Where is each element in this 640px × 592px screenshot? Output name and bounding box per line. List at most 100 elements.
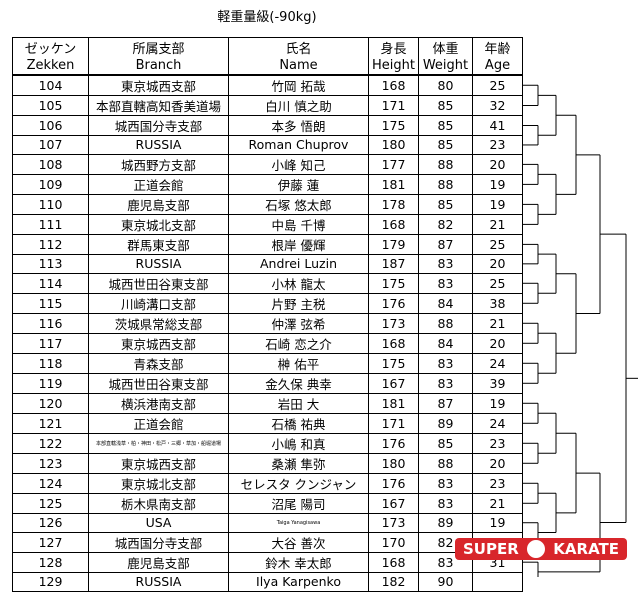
table-cell: Roman Chuprov bbox=[228, 135, 369, 155]
table-cell: USA bbox=[88, 512, 229, 533]
table-cell: 正道会館 bbox=[88, 412, 229, 434]
table-cell: 84 bbox=[418, 332, 473, 354]
table-cell: セレスタ クンジャン bbox=[228, 472, 369, 494]
table-cell: 167 bbox=[368, 492, 419, 514]
table-cell: 19 bbox=[472, 173, 523, 195]
table-cell: 城西野方支部 bbox=[88, 153, 229, 175]
table-cell: 小峰 知己 bbox=[228, 153, 369, 175]
table-cell: 122 bbox=[12, 432, 89, 454]
table-cell: 20 bbox=[472, 153, 523, 175]
column-header: 氏名 bbox=[228, 37, 369, 57]
table-cell: 川崎溝口支部 bbox=[88, 292, 229, 314]
table-cell: 23 bbox=[472, 432, 523, 454]
column-header: Age bbox=[472, 57, 523, 76]
table-cell: 89 bbox=[418, 512, 473, 533]
table-cell: 171 bbox=[368, 412, 419, 434]
table-cell: 本部直轄浅草・柏・神田・松戸・三郷・草加・船堀道場 bbox=[88, 432, 229, 454]
table-cell: 176 bbox=[368, 432, 419, 454]
table-cell: Andrei Luzin bbox=[228, 253, 369, 274]
watermark-text: SUPER bbox=[463, 540, 519, 558]
table-cell: 20 bbox=[472, 253, 523, 274]
table-row: 126 USA Taiga Yanagisawa 173 89 19 bbox=[12, 512, 523, 533]
table-row: 118 青森支部榊 佑平 175 83 24 bbox=[12, 352, 523, 374]
table-cell: 20 bbox=[472, 332, 523, 354]
table-cell: 167 bbox=[368, 372, 419, 394]
table-cell: 117 bbox=[12, 332, 89, 354]
table-cell: 128 bbox=[12, 551, 89, 573]
table-cell: 109 bbox=[12, 173, 89, 195]
table-row: 108 城西野方支部 小峰 知己 177 88 20 bbox=[12, 153, 523, 175]
table-cell: 82 bbox=[418, 213, 473, 235]
table-cell: 181 bbox=[368, 392, 419, 414]
table-cell: 120 bbox=[12, 392, 89, 414]
table-cell: 横浜港南支部 bbox=[88, 392, 229, 414]
table-row: 109 正道会館 伊藤 蓮 181 88 19 bbox=[12, 173, 523, 195]
table-cell: 城西世田谷東支部 bbox=[88, 372, 229, 394]
table-row: 110 鹿児島支部 石塚 悠太郎 178 85 19 bbox=[12, 193, 523, 215]
table-cell: 87 bbox=[418, 233, 473, 255]
table-cell: 24 bbox=[472, 412, 523, 434]
table-cell: 39 bbox=[472, 372, 523, 394]
table-cell: 121 bbox=[12, 412, 89, 434]
table-row: 115 川崎溝口支部 片野 主税 176 84 38 bbox=[12, 292, 523, 314]
table-cell: 115 bbox=[12, 292, 89, 314]
table-cell: 24 bbox=[472, 352, 523, 374]
table-row: 125 栃木県南支部 沼尾 陽司 167 83 21 bbox=[12, 492, 523, 514]
table-cell: 19 bbox=[472, 392, 523, 414]
table-cell: 青森支部 bbox=[88, 352, 229, 374]
table-cell: 182 bbox=[368, 571, 419, 592]
table-cell: 168 bbox=[368, 551, 419, 573]
table-cell: 21 bbox=[472, 312, 523, 334]
table-cell: 177 bbox=[368, 153, 419, 175]
table-row: 120 横浜港南支部 岩田 大 181 87 19 bbox=[12, 392, 523, 414]
header-row: ゼッケン 所属支部 氏名 身長 体重 年齢 bbox=[12, 37, 523, 57]
table-cell: RUSSIA bbox=[88, 135, 229, 155]
table-cell: 41 bbox=[472, 115, 523, 136]
table-cell: 中島 千博 bbox=[228, 213, 369, 235]
table-cell: 本部直轄高知香美道場 bbox=[88, 95, 229, 116]
table-cell: 83 bbox=[418, 372, 473, 394]
table-cell: 石崎 恋之介 bbox=[228, 332, 369, 354]
header-row: Zekken Branch Name Height Weight Age bbox=[12, 57, 523, 76]
table-cell: 80 bbox=[418, 74, 473, 96]
table-cell: RUSSIA bbox=[88, 253, 229, 274]
table-cell: 沼尾 陽司 bbox=[228, 492, 369, 514]
table-cell: 85 bbox=[418, 95, 473, 116]
table-cell: 栃木県南支部 bbox=[88, 492, 229, 514]
table-cell: 114 bbox=[12, 272, 89, 294]
table-cell: 23 bbox=[472, 135, 523, 155]
table-cell: 175 bbox=[368, 272, 419, 294]
table-row: 116 茨城県常総支部 仲澤 弦希 173 88 21 bbox=[12, 312, 523, 334]
table-cell: 本多 悟朗 bbox=[228, 115, 369, 136]
table-cell: 176 bbox=[368, 472, 419, 494]
column-header: Weight bbox=[418, 57, 473, 76]
table-row: 124 東京城北支部 セレスタ クンジャン 176 83 23 bbox=[12, 472, 523, 494]
table-cell: 32 bbox=[472, 95, 523, 116]
table-cell: 181 bbox=[368, 173, 419, 195]
table-cell: 119 bbox=[12, 372, 89, 394]
table-row: 117 東京城西支部 石崎 恋之介 168 84 20 bbox=[12, 332, 523, 354]
table-cell: 87 bbox=[418, 392, 473, 414]
table-row: 104 東京城西支部 竹岡 拓哉 168 80 25 bbox=[12, 74, 523, 96]
roster-table: ゼッケン 所属支部 氏名 身長 体重 年齢 Zekken Branch Name Height W… bbox=[12, 37, 523, 592]
table-cell: 104 bbox=[12, 74, 89, 96]
table-cell: 小嶋 和真 bbox=[228, 432, 369, 454]
table-row: 111 東京城北支部 中島 千博 168 82 21 bbox=[12, 213, 523, 235]
table-cell: 175 bbox=[368, 352, 419, 374]
column-header: ゼッケン bbox=[12, 37, 89, 57]
table-cell: 112 bbox=[12, 233, 89, 255]
watermark-logo bbox=[525, 538, 548, 560]
table-cell: 116 bbox=[12, 312, 89, 334]
table-cell: 城西国分寺支部 bbox=[88, 531, 229, 553]
table-cell: 179 bbox=[368, 233, 419, 255]
table-cell: 176 bbox=[368, 292, 419, 314]
table-cell: 23 bbox=[472, 472, 523, 494]
table-cell: 129 bbox=[12, 571, 89, 592]
table-cell: 126 bbox=[12, 512, 89, 533]
table-cell: 85 bbox=[418, 193, 473, 215]
table-cell: 38 bbox=[472, 292, 523, 314]
table-cell: 群馬東支部 bbox=[88, 233, 229, 255]
table-cell: 178 bbox=[368, 193, 419, 215]
table-cell: 鹿児島支部 bbox=[88, 193, 229, 215]
table-cell: 124 bbox=[12, 472, 89, 494]
